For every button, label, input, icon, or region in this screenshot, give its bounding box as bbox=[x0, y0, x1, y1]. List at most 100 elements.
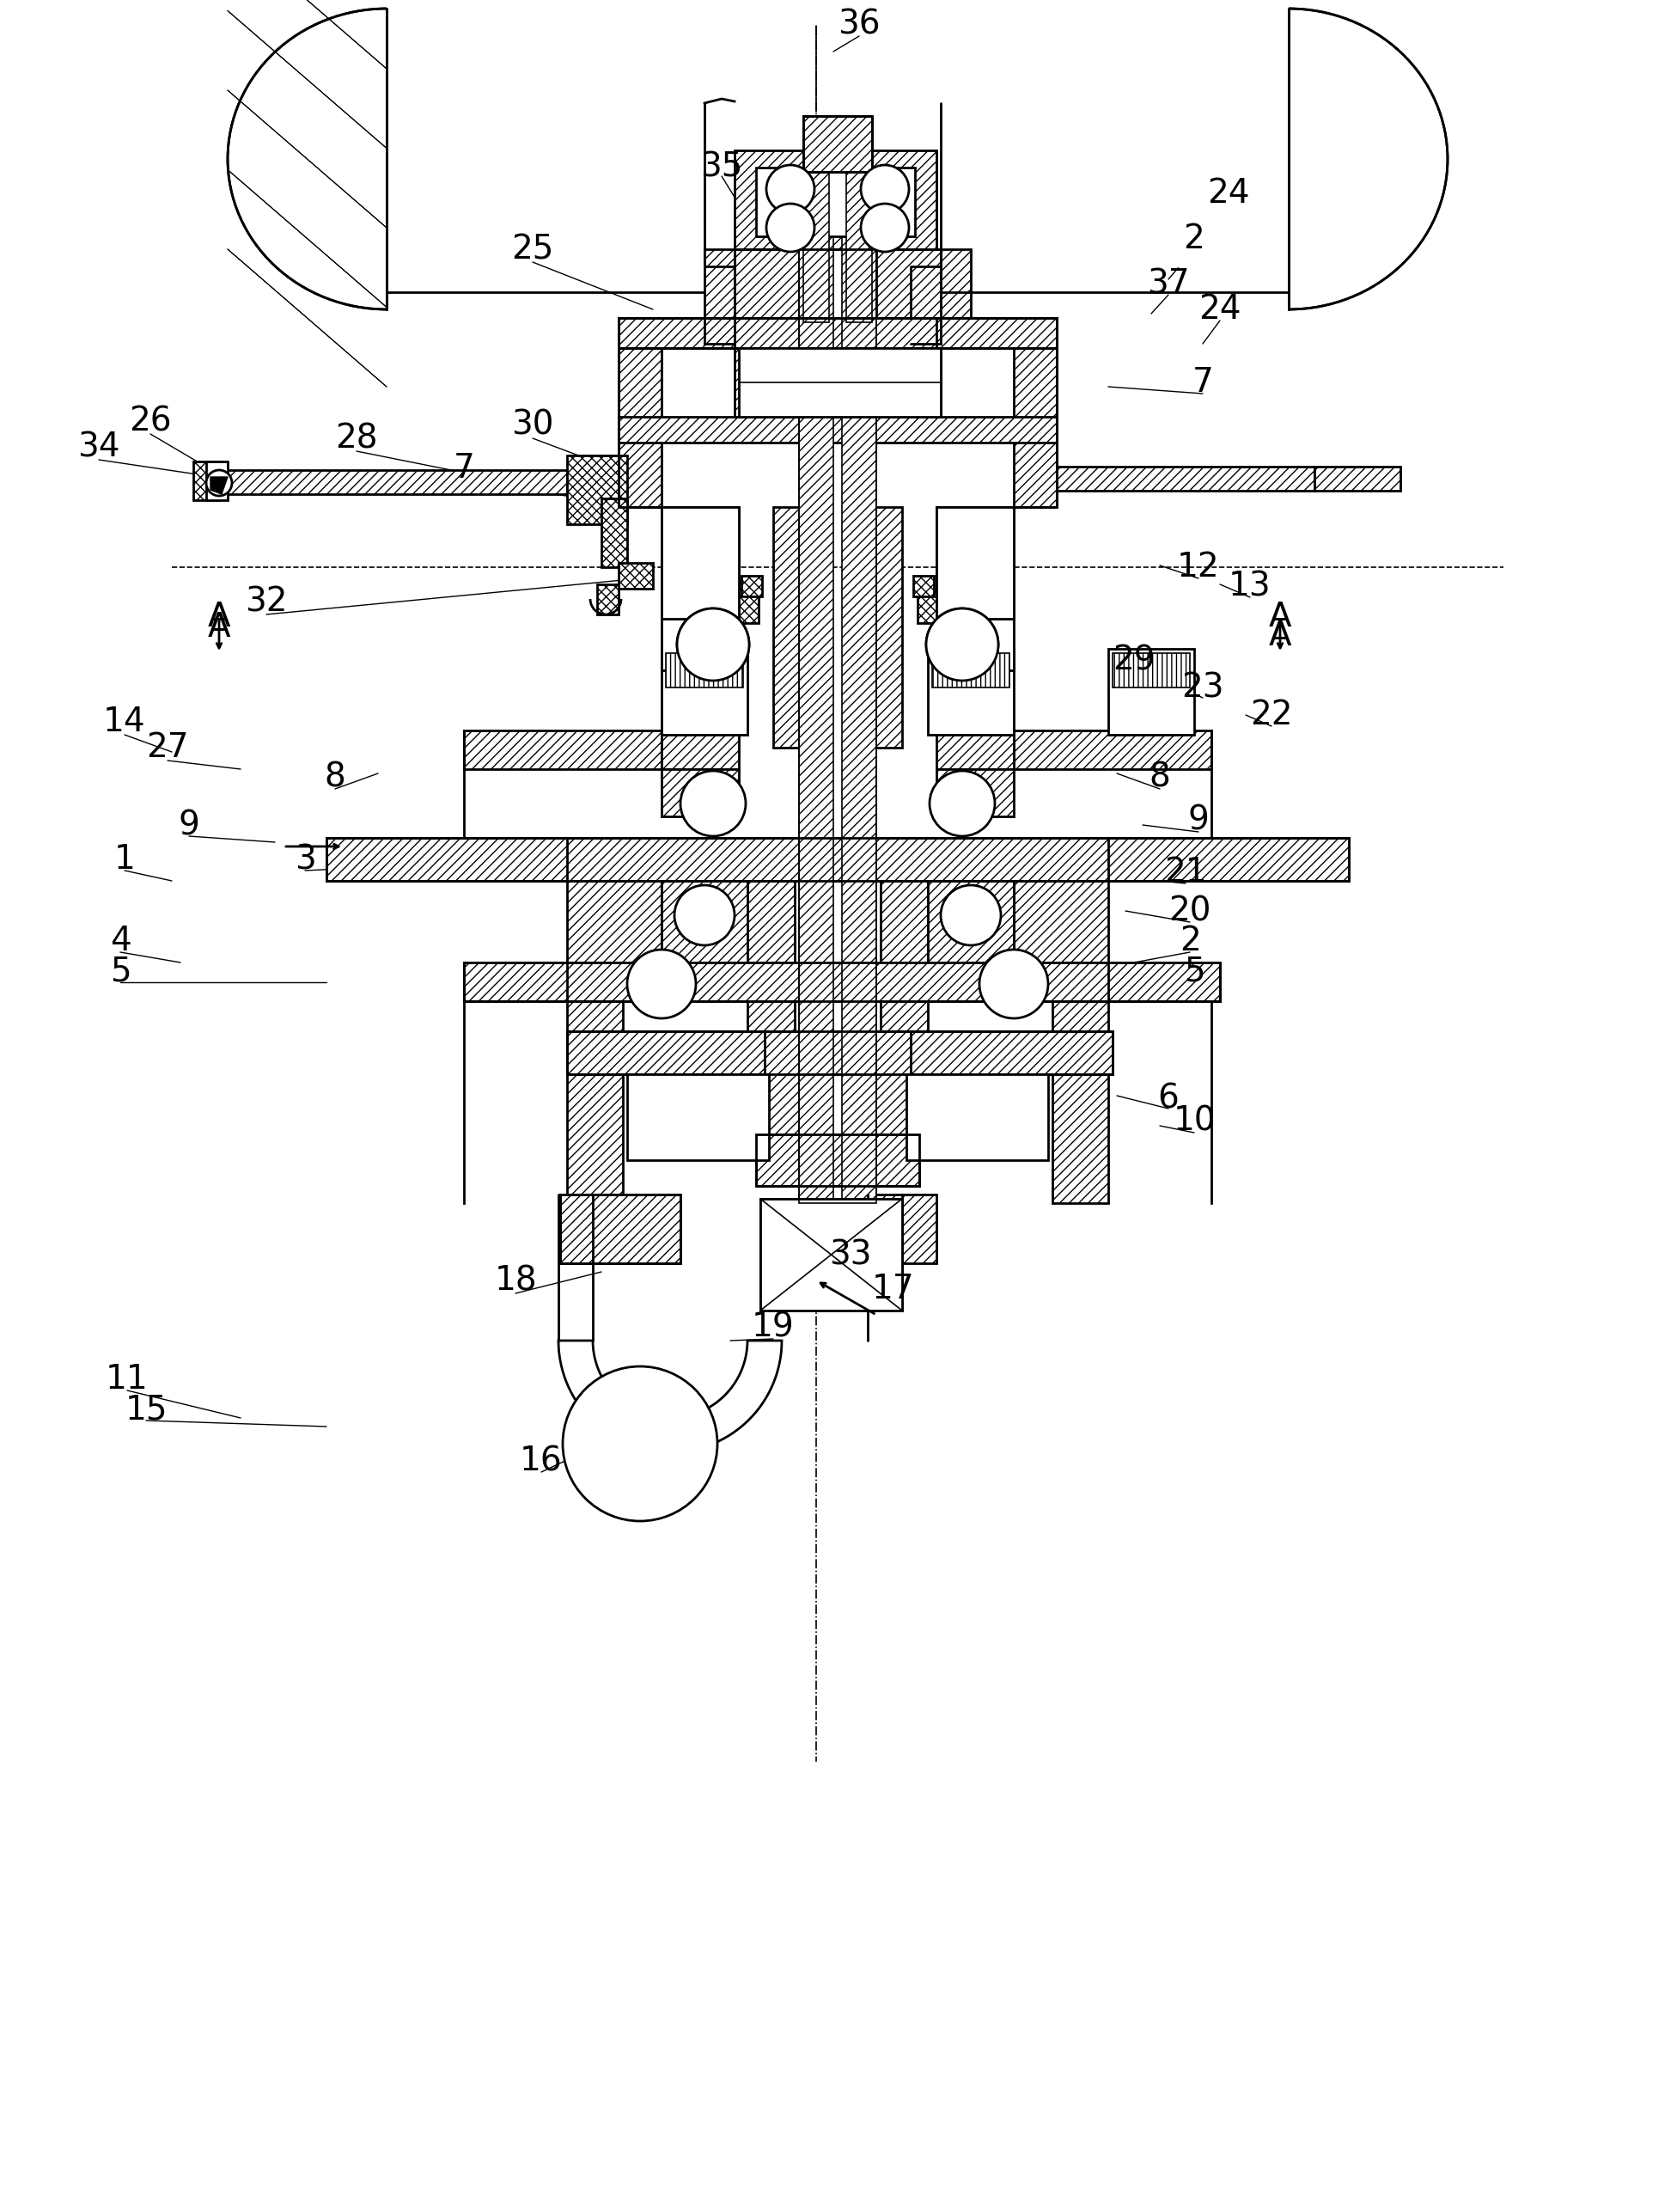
Bar bbox=[567, 880, 661, 962]
Bar bbox=[741, 575, 761, 597]
Text: 7: 7 bbox=[453, 451, 475, 484]
Text: 5: 5 bbox=[1184, 956, 1204, 987]
Circle shape bbox=[860, 204, 909, 252]
Bar bbox=[941, 250, 971, 319]
Bar bbox=[619, 319, 798, 347]
Text: 7: 7 bbox=[1192, 367, 1214, 398]
Circle shape bbox=[766, 166, 815, 212]
Text: 8: 8 bbox=[1149, 761, 1171, 794]
Bar bbox=[803, 115, 872, 173]
Text: A: A bbox=[208, 611, 230, 644]
Bar bbox=[756, 1135, 919, 1186]
Bar bbox=[872, 347, 941, 416]
Text: 2: 2 bbox=[1179, 925, 1201, 958]
Text: 32: 32 bbox=[245, 586, 287, 617]
Text: 15: 15 bbox=[124, 1394, 168, 1427]
Text: 28: 28 bbox=[335, 422, 377, 456]
Polygon shape bbox=[558, 1340, 781, 1453]
Text: 11: 11 bbox=[106, 1363, 149, 1396]
Bar bbox=[765, 1031, 817, 1135]
Bar bbox=[803, 150, 828, 323]
Circle shape bbox=[929, 770, 994, 836]
Bar bbox=[798, 173, 877, 1203]
Text: 36: 36 bbox=[838, 7, 880, 40]
Text: 14: 14 bbox=[104, 706, 146, 739]
Text: 20: 20 bbox=[1169, 894, 1211, 927]
Bar bbox=[842, 173, 877, 1203]
Bar bbox=[567, 1031, 1112, 1075]
Bar bbox=[619, 319, 1057, 347]
Bar bbox=[465, 962, 1219, 1002]
Bar bbox=[803, 115, 872, 173]
Circle shape bbox=[563, 1367, 718, 1522]
Bar bbox=[880, 880, 927, 1031]
Text: 25: 25 bbox=[511, 232, 553, 265]
Bar bbox=[465, 730, 661, 770]
Bar bbox=[560, 1194, 681, 1263]
Text: 37: 37 bbox=[1147, 268, 1189, 301]
Bar bbox=[193, 462, 220, 500]
Text: 4: 4 bbox=[109, 925, 131, 958]
Bar bbox=[760, 1199, 902, 1310]
Text: 17: 17 bbox=[872, 1272, 916, 1305]
Text: 29: 29 bbox=[1114, 644, 1155, 677]
Text: 1: 1 bbox=[114, 843, 136, 876]
Bar bbox=[756, 168, 916, 237]
Bar bbox=[206, 471, 567, 493]
Bar bbox=[1053, 1002, 1108, 1203]
Text: 10: 10 bbox=[1172, 1106, 1216, 1137]
Bar bbox=[735, 150, 936, 250]
Text: 33: 33 bbox=[828, 1239, 872, 1272]
Bar bbox=[867, 1194, 936, 1263]
Bar bbox=[855, 507, 902, 748]
Circle shape bbox=[941, 885, 1001, 945]
Bar bbox=[936, 507, 1015, 619]
Bar bbox=[1015, 880, 1108, 962]
Bar bbox=[735, 347, 803, 416]
Bar bbox=[666, 653, 743, 688]
Bar bbox=[661, 507, 740, 619]
Circle shape bbox=[627, 949, 696, 1018]
Text: 18: 18 bbox=[495, 1263, 537, 1296]
Bar bbox=[1315, 467, 1400, 491]
Bar bbox=[917, 588, 953, 624]
Text: 16: 16 bbox=[520, 1444, 562, 1478]
Text: 5: 5 bbox=[109, 956, 131, 987]
Text: 30: 30 bbox=[511, 409, 553, 442]
Bar bbox=[735, 319, 936, 347]
Bar bbox=[627, 1075, 770, 1159]
Bar bbox=[927, 648, 1015, 734]
Text: 23: 23 bbox=[1182, 670, 1224, 703]
Bar bbox=[760, 1199, 902, 1310]
Ellipse shape bbox=[1130, 9, 1447, 310]
Text: 9: 9 bbox=[1187, 805, 1209, 836]
Text: A: A bbox=[208, 602, 230, 633]
Text: 3: 3 bbox=[295, 843, 315, 876]
Bar bbox=[567, 1002, 622, 1203]
Bar bbox=[619, 562, 652, 588]
Bar bbox=[859, 1031, 911, 1135]
Bar bbox=[936, 507, 1015, 619]
Bar bbox=[327, 838, 1348, 880]
Text: 22: 22 bbox=[1251, 699, 1293, 732]
Text: 24: 24 bbox=[1199, 292, 1241, 325]
Bar bbox=[661, 730, 740, 770]
Text: 34: 34 bbox=[77, 431, 121, 462]
Text: 26: 26 bbox=[129, 405, 171, 438]
Bar bbox=[1015, 730, 1211, 770]
Bar bbox=[661, 619, 740, 670]
Bar bbox=[619, 416, 1057, 442]
Circle shape bbox=[206, 471, 231, 495]
Bar bbox=[327, 838, 1348, 880]
Text: 9: 9 bbox=[178, 810, 200, 841]
Bar bbox=[936, 619, 1015, 670]
Bar bbox=[1015, 347, 1057, 507]
Bar bbox=[798, 173, 833, 1203]
Text: 8: 8 bbox=[324, 761, 345, 794]
Text: 13: 13 bbox=[1229, 571, 1271, 602]
Bar bbox=[661, 770, 740, 816]
Bar bbox=[932, 653, 1010, 688]
Circle shape bbox=[766, 204, 815, 252]
Bar bbox=[877, 319, 1057, 347]
Bar bbox=[206, 462, 228, 500]
